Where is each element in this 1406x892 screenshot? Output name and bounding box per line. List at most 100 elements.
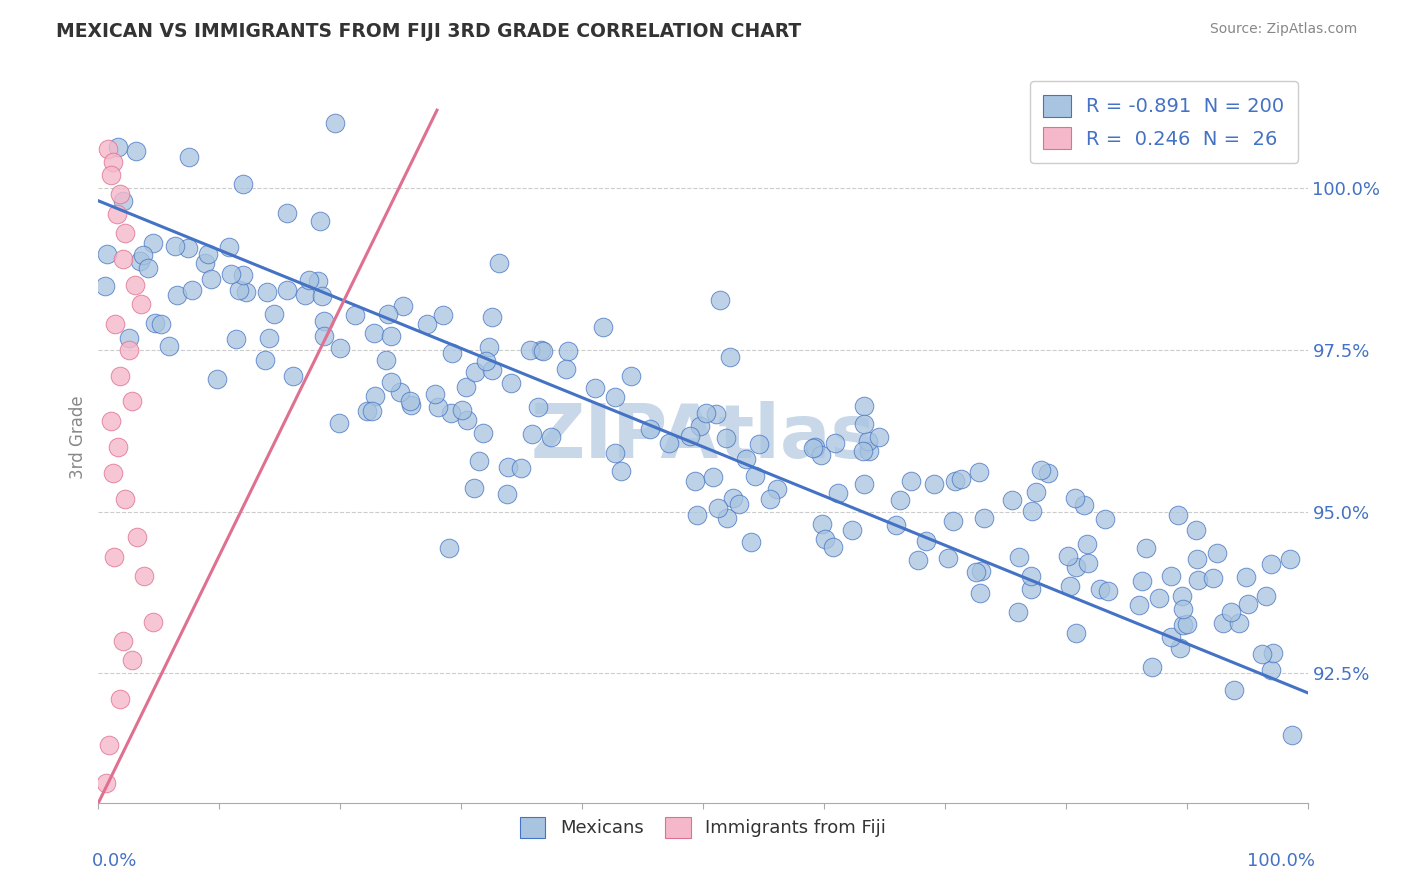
Point bbox=[124, 277, 146, 292]
Point bbox=[704, 407, 727, 421]
Point bbox=[200, 272, 222, 286]
Point bbox=[1135, 541, 1157, 556]
Point bbox=[132, 247, 155, 261]
Point bbox=[283, 368, 305, 383]
Point bbox=[1059, 579, 1081, 593]
Point bbox=[166, 288, 188, 302]
Point bbox=[377, 307, 399, 321]
Point bbox=[1064, 626, 1087, 640]
Point bbox=[949, 472, 972, 486]
Point bbox=[471, 425, 494, 440]
Point bbox=[965, 566, 987, 580]
Point bbox=[101, 466, 124, 480]
Point bbox=[481, 363, 503, 377]
Point bbox=[415, 317, 437, 331]
Point bbox=[1019, 568, 1042, 582]
Text: ZIPAtlas: ZIPAtlas bbox=[530, 401, 876, 474]
Point bbox=[263, 307, 285, 321]
Point bbox=[1008, 549, 1031, 564]
Point bbox=[1090, 582, 1112, 596]
Point bbox=[298, 272, 321, 286]
Point bbox=[907, 552, 929, 566]
Point bbox=[427, 400, 450, 414]
Y-axis label: 3rd Grade: 3rd Grade bbox=[69, 395, 87, 479]
Point bbox=[658, 435, 681, 450]
Point bbox=[142, 236, 165, 251]
Point bbox=[803, 440, 825, 454]
Point bbox=[311, 289, 333, 303]
Point bbox=[1279, 552, 1302, 566]
Point bbox=[1173, 601, 1195, 615]
Point bbox=[914, 534, 936, 549]
Point bbox=[1160, 568, 1182, 582]
Point bbox=[101, 155, 124, 169]
Point bbox=[221, 267, 243, 281]
Point bbox=[456, 379, 478, 393]
Point bbox=[399, 394, 422, 409]
Point bbox=[380, 328, 402, 343]
Point bbox=[1149, 591, 1171, 605]
Point bbox=[853, 399, 876, 413]
Point bbox=[463, 482, 485, 496]
Point bbox=[689, 418, 711, 433]
Point bbox=[555, 362, 578, 376]
Point bbox=[478, 340, 501, 354]
Point bbox=[111, 252, 134, 266]
Point bbox=[232, 177, 254, 191]
Point bbox=[103, 549, 125, 564]
Point bbox=[121, 394, 143, 409]
Point bbox=[679, 429, 702, 443]
Point bbox=[149, 317, 172, 331]
Point bbox=[121, 653, 143, 667]
Point bbox=[969, 564, 991, 578]
Point bbox=[1130, 574, 1153, 589]
Point bbox=[481, 310, 503, 325]
Point bbox=[180, 283, 202, 297]
Point bbox=[801, 441, 824, 455]
Point bbox=[392, 299, 415, 313]
Point bbox=[129, 297, 152, 311]
Point bbox=[706, 500, 728, 515]
Point bbox=[603, 446, 626, 460]
Point bbox=[142, 615, 165, 629]
Point bbox=[157, 339, 180, 353]
Text: 0.0%: 0.0% bbox=[91, 852, 136, 870]
Point bbox=[1260, 557, 1282, 571]
Point bbox=[464, 365, 486, 379]
Point bbox=[475, 354, 498, 368]
Point bbox=[943, 475, 966, 489]
Point bbox=[1171, 589, 1194, 603]
Point bbox=[1036, 467, 1059, 481]
Point bbox=[695, 406, 717, 420]
Point bbox=[127, 530, 149, 544]
Point bbox=[716, 511, 738, 525]
Point bbox=[942, 514, 965, 528]
Point bbox=[858, 444, 880, 458]
Point bbox=[194, 255, 217, 269]
Point bbox=[235, 285, 257, 299]
Point bbox=[1076, 536, 1098, 550]
Point bbox=[868, 430, 890, 444]
Point bbox=[1025, 484, 1047, 499]
Text: Source: ZipAtlas.com: Source: ZipAtlas.com bbox=[1209, 22, 1357, 37]
Point bbox=[1094, 511, 1116, 525]
Point bbox=[638, 422, 661, 436]
Point bbox=[1160, 631, 1182, 645]
Point bbox=[439, 407, 461, 421]
Text: 100.0%: 100.0% bbox=[1247, 852, 1315, 870]
Point bbox=[108, 368, 131, 383]
Point bbox=[520, 427, 543, 442]
Point bbox=[1097, 583, 1119, 598]
Point bbox=[709, 293, 731, 308]
Point bbox=[456, 413, 478, 427]
Point bbox=[900, 475, 922, 489]
Point bbox=[451, 403, 474, 417]
Point bbox=[232, 268, 254, 282]
Point bbox=[814, 533, 837, 547]
Point bbox=[96, 247, 118, 261]
Point bbox=[312, 328, 335, 343]
Point bbox=[1007, 605, 1029, 619]
Point bbox=[94, 776, 117, 790]
Point bbox=[1019, 582, 1042, 597]
Point bbox=[495, 487, 517, 501]
